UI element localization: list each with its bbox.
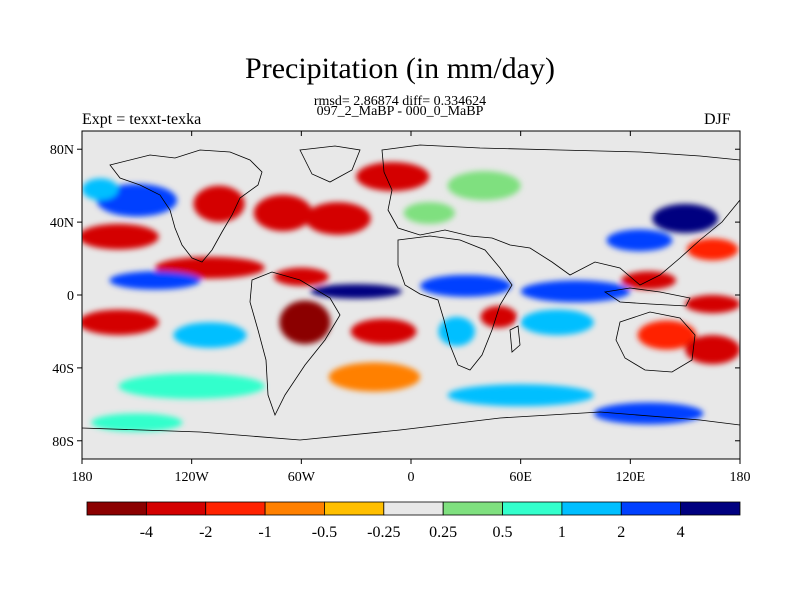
coastline-north-america: [109, 149, 263, 263]
y-tick-label: 40N: [50, 216, 74, 231]
anomaly-region-24: [350, 318, 417, 345]
colorbar-swatch-3: [264, 501, 325, 516]
coastline-australia: [615, 311, 696, 373]
anomaly-region-27: [520, 309, 594, 336]
plot-title: Precipitation (in mm/day): [245, 52, 555, 85]
anomaly-region-21: [82, 309, 159, 336]
coastline-africa: [397, 235, 513, 371]
colorbar-label: 1: [558, 524, 566, 541]
x-tick-label: 120E: [616, 470, 646, 485]
colorbar-label: -1: [258, 524, 271, 541]
anomaly-region-10: [652, 203, 719, 234]
experiment-label: Expt = texxt-texka: [82, 111, 202, 128]
colorbar-label: -0.5: [312, 524, 337, 541]
colorbar-label: 4: [677, 524, 685, 541]
x-tick-label: 120W: [175, 470, 210, 485]
colorbar-swatch-5: [383, 501, 444, 516]
coastline-greenland: [299, 145, 361, 183]
anomaly-region-2: [253, 194, 313, 232]
anomaly-region-34: [91, 413, 183, 432]
coastline-south-america: [249, 271, 341, 417]
anomaly-region-17: [420, 274, 512, 297]
x-tick-label: 60W: [288, 470, 316, 485]
stats-line: rmsd= 2.86874 diff= 0.334624: [313, 94, 487, 109]
anomaly-region-16: [310, 284, 402, 299]
anomaly-region-26: [480, 305, 518, 328]
anomaly-region-20: [685, 295, 740, 314]
anomaly-region-5: [82, 178, 119, 201]
map-axes: 180 120W 60W 0 60E 120E 180 80N 40N 0 40S 80S: [50, 131, 751, 485]
colorbar-swatch-6: [442, 501, 503, 516]
anomaly-region-12: [686, 238, 739, 261]
colorbar-swatch-2: [205, 501, 266, 516]
x-tick-label: 180: [72, 470, 93, 485]
anomaly-field: [82, 161, 740, 432]
anomaly-region-6: [356, 161, 430, 192]
colorbar-swatch-1: [145, 501, 207, 516]
anomaly-region-28: [637, 320, 697, 350]
y-tick-label: 80S: [52, 435, 74, 450]
colorbar-label: 0.25: [429, 524, 457, 541]
anomaly-region-7: [403, 202, 455, 224]
map-plot-area: [81, 130, 741, 460]
colorbar-swatch-10: [680, 501, 741, 516]
anomaly-region-1: [193, 185, 245, 223]
season-label: DJF: [704, 111, 731, 128]
colorbar-swatch-0: [86, 501, 147, 516]
anomaly-region-22: [173, 322, 247, 348]
colorbar-label: 2: [617, 524, 625, 541]
coastlines: [82, 144, 740, 441]
coastline-madagascar: [509, 325, 521, 353]
colorbar-label: -0.25: [367, 524, 400, 541]
x-tick-label: 0: [408, 470, 415, 485]
anomaly-region-32: [447, 384, 594, 407]
anomaly-region-18: [520, 280, 631, 303]
anomaly-region-8: [447, 171, 521, 201]
anomaly-region-4: [82, 223, 159, 250]
anomaly-region-23: [279, 300, 331, 345]
anomaly-region-30: [118, 373, 265, 399]
anomaly-region-25: [438, 316, 475, 347]
x-tick-label: 180: [730, 470, 751, 485]
colorbar-swatch-7: [502, 501, 563, 516]
colorbar-label: 0.5: [493, 524, 513, 541]
y-tick-label: 0: [67, 289, 74, 304]
coastline-antarctica: [82, 411, 740, 441]
anomaly-region-14: [109, 271, 201, 290]
anomaly-region-29: [685, 335, 740, 365]
coastline-maritime-continent: [603, 287, 691, 307]
colorbar-swatch-8: [561, 501, 622, 516]
colorbar-swatch-4: [324, 501, 385, 516]
x-tick-label: 60E: [509, 470, 532, 485]
anomaly-region-31: [328, 362, 421, 392]
anomaly-region-11: [606, 229, 673, 252]
comparison-line: 097_2_MaBP - 000_0_MaBP: [316, 104, 484, 119]
anomaly-region-33: [593, 402, 704, 425]
colorbar-label: -2: [199, 524, 212, 541]
colorbar-swatch-9: [620, 501, 682, 516]
y-tick-label: 80N: [50, 143, 74, 158]
anomaly-region-15: [273, 267, 329, 286]
colorbar: -4 -2 -1 -0.5 -0.25 0.25 0.5 1 2 4: [86, 501, 741, 541]
coastline-eurasia: [381, 144, 740, 286]
anomaly-region-3: [304, 202, 371, 235]
anomaly-region-9: [538, 180, 649, 210]
y-tick-label: 40S: [52, 362, 74, 377]
colorbar-label: -4: [140, 524, 153, 541]
